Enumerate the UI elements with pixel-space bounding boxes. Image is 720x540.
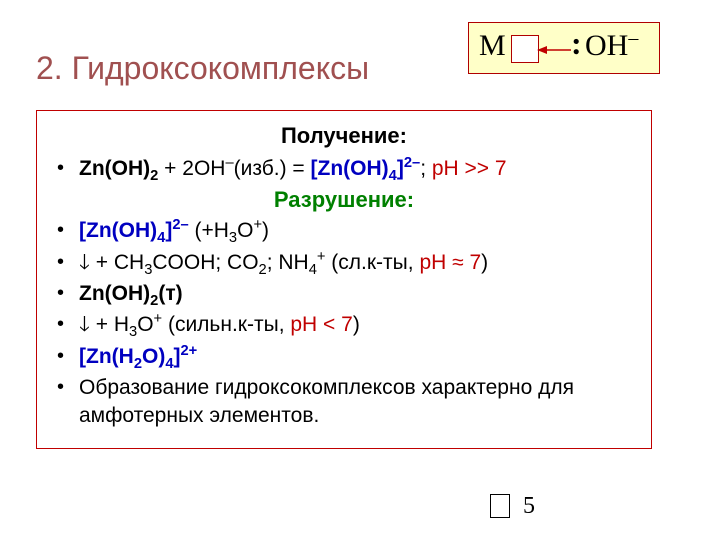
line-4: Zn(OH)2(т)	[53, 280, 635, 308]
line-1: Zn(OH)2 + 2OH–(изб.) = [Zn(OH)4]2–; pH >…	[53, 155, 635, 183]
line2-complex: [Zn(OH)4]2–	[79, 219, 189, 242]
line-6: [Zn(H2O)4]2+	[53, 343, 635, 371]
diagram-colon: :	[571, 25, 582, 62]
diagram-box: M : OH–	[468, 22, 660, 74]
slide: 2. Гидроксокомплексы M : OH– Получение: …	[0, 0, 720, 540]
line-5: 🡓 + H3O+ (сильн.к-ты, pH < 7)	[53, 311, 635, 339]
heading-destruction: Разрушение:	[53, 187, 635, 213]
diagram-inner: M : OH–	[469, 23, 659, 73]
line4-formula: Zn(OH)2(т)	[79, 282, 183, 305]
bullet-list: Zn(OH)2 + 2OH–(изб.) = [Zn(OH)4]2–; pH >…	[53, 155, 635, 183]
diagram-oh-sup: –	[628, 27, 638, 49]
heading-preparation: Получение:	[53, 123, 635, 149]
page-number: 5	[523, 493, 535, 520]
line1-complex: [Zn(OH)4]2–	[311, 157, 421, 180]
diagram-m-label: M	[479, 29, 506, 63]
line-3: 🡓 + CH3COOH; CO2; NH4+ (сл.к-ты, pH ≈ 7)	[53, 249, 635, 277]
diagram-arrow	[537, 44, 569, 54]
diagram-oh-text: OH	[585, 29, 628, 62]
line6-complex: [Zn(H2O)4]2+	[79, 345, 197, 368]
bullet-list-2: [Zn(OH)4]2– (+H3O+) 🡓 + CH3COOH; CO2; NH…	[53, 217, 635, 430]
down-arrow-icon-2: 🡓	[79, 313, 90, 336]
pagenum-box	[490, 494, 510, 518]
line1-ph: pH >> 7	[432, 157, 507, 180]
line-7: Образование гидроксокомплексов характерн…	[53, 374, 635, 431]
slide-title: 2. Гидроксокомплексы	[36, 50, 369, 87]
down-arrow-icon: 🡓	[79, 251, 90, 274]
line3-ph: pH ≈ 7	[419, 251, 481, 274]
diagram-oh-label: OH–	[585, 29, 638, 63]
content-box: Получение: Zn(OH)2 + 2OH–(изб.) = [Zn(OH…	[36, 110, 652, 449]
line1-formula: Zn(OH)2	[79, 157, 158, 180]
line5-ph: pH < 7	[290, 313, 352, 336]
diagram-empty-box	[511, 35, 539, 63]
line-2: [Zn(OH)4]2– (+H3O+)	[53, 217, 635, 245]
